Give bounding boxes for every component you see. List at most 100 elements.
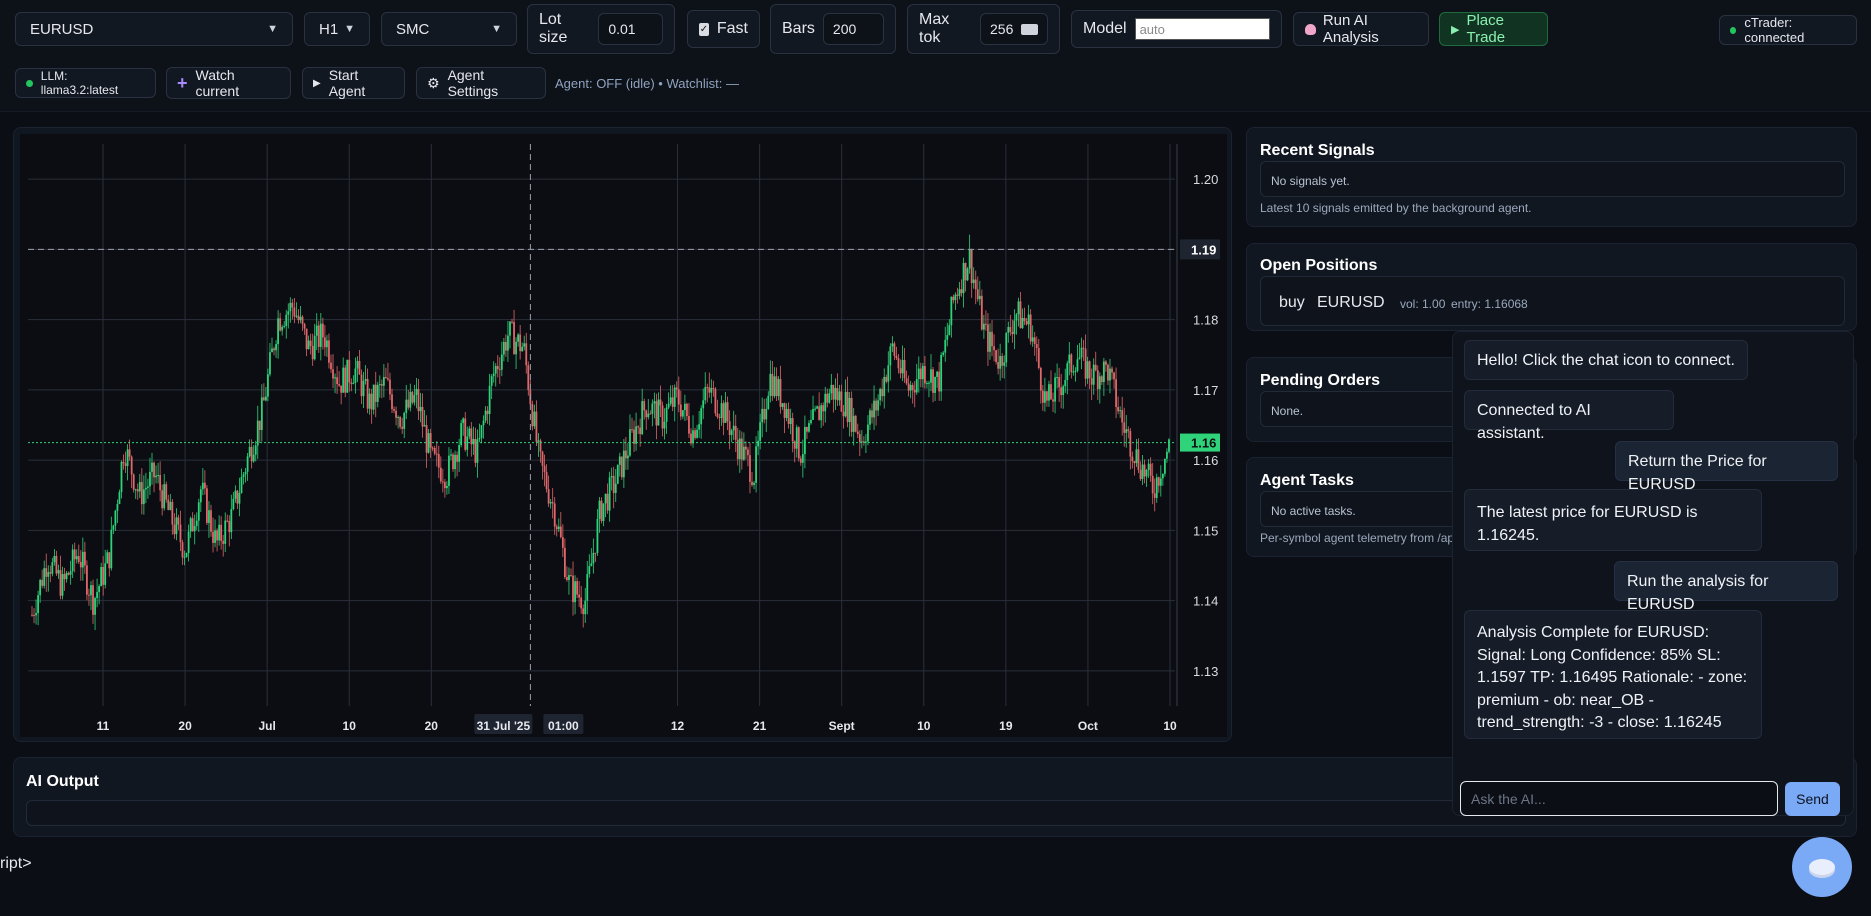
candle-body (1111, 368, 1113, 373)
x-tick-label: 20 (425, 719, 439, 733)
run-ai-analysis-button[interactable]: Run AI Analysis (1293, 12, 1429, 46)
start-agent-button[interactable]: ▶ Start Agent (302, 67, 405, 99)
model-input[interactable]: auto (1134, 18, 1270, 40)
candle-body (83, 551, 86, 566)
candle-body (769, 373, 772, 396)
candle-body (94, 598, 96, 615)
strategy-select[interactable]: SMC ▼ (381, 12, 517, 46)
candle-body (806, 427, 808, 432)
candle-body (110, 529, 113, 569)
agent-tasks-note: Per-symbol agent telemetry from /ap (1260, 531, 1455, 545)
candle-body (476, 439, 479, 463)
candle-body (358, 360, 361, 375)
candle-body (889, 346, 892, 366)
candle-body (389, 379, 391, 395)
candle-body (1017, 301, 1020, 315)
candle-body (747, 449, 749, 456)
candle-body (1119, 410, 1122, 412)
candle-body (968, 249, 971, 269)
candle-body (734, 425, 737, 440)
candle-body (879, 388, 882, 401)
watch-current-button[interactable]: + Watch current (166, 67, 291, 99)
candle-body (777, 379, 780, 397)
candle-body (645, 410, 648, 418)
candle-body (173, 524, 176, 535)
candle-body (191, 518, 194, 532)
candle-body (547, 489, 550, 504)
candle-body (1080, 347, 1083, 358)
chat-toggle-button[interactable] (1792, 837, 1852, 897)
position-row[interactable]: buy EURUSD vol: 1.00 entry: 1.16068 (1260, 276, 1845, 326)
signals-note: Latest 10 signals emitted by the backgro… (1260, 201, 1532, 215)
candle-body (720, 403, 723, 418)
place-trade-button[interactable]: ▶ Place Trade (1439, 12, 1548, 46)
candle-body (346, 359, 349, 393)
candle-body (311, 345, 314, 360)
candle-body (297, 315, 300, 321)
send-button[interactable]: Send (1785, 782, 1840, 816)
candle-body (759, 422, 762, 441)
candle-body (923, 366, 926, 384)
candle-body (409, 391, 412, 408)
candle-body (108, 552, 111, 569)
candle-body (206, 488, 208, 523)
fast-checkbox[interactable]: ✓ (699, 22, 709, 36)
candle-body (803, 427, 806, 455)
candle-body (570, 575, 572, 577)
lot-size-input[interactable]: 0.01 (598, 13, 663, 45)
place-trade-label: Place Trade (1466, 12, 1506, 46)
candle-body (474, 439, 477, 463)
max-tok-input[interactable]: 256 (980, 13, 1048, 45)
candle-body (877, 400, 880, 411)
candle-body (1145, 470, 1148, 477)
max-tok-group: Max tok 256 (907, 4, 1060, 54)
symbol-select[interactable]: EURUSD ▼ (15, 12, 293, 46)
price-chart[interactable]: 1.20 1.19 1.18 1.17 1.16 1.15 1.14 1.13 11 20 Jul 1… (20, 134, 1227, 737)
bars-input[interactable]: 200 (822, 13, 884, 45)
x-tick-label: 21 (753, 719, 767, 733)
candle-body (854, 415, 857, 432)
candle-body (905, 378, 908, 384)
candle-body (460, 423, 463, 446)
model-group: Model auto (1071, 10, 1282, 48)
candle-body (694, 430, 696, 438)
candle-body (724, 402, 727, 423)
candle-body (1147, 463, 1150, 471)
fast-label: Fast (716, 20, 748, 37)
candle-body (128, 449, 131, 457)
chat-message-assistant: The latest price for EURUSD is 1.16245. (1464, 489, 1762, 551)
candle-body (41, 579, 44, 586)
candle-body (966, 268, 969, 281)
recent-signals-title: Recent Signals (1260, 142, 1375, 159)
candle-body (1113, 372, 1115, 380)
candle-body (901, 359, 904, 374)
agent-settings-button[interactable]: ⚙ Agent Settings (416, 67, 546, 99)
candle-body (964, 262, 967, 281)
candle-body (500, 354, 503, 370)
candle-body (718, 416, 721, 418)
candle-body (602, 503, 605, 521)
candle-body (423, 425, 426, 427)
candle-body (490, 376, 493, 386)
candle-body (37, 595, 40, 614)
candle-body (185, 552, 188, 557)
candle-body (1135, 449, 1138, 464)
candle-body (1125, 429, 1128, 433)
candle-body (505, 341, 507, 351)
candle-body (419, 406, 422, 412)
x-tick-label: 20 (178, 719, 192, 733)
candle-body (1105, 361, 1107, 365)
candle-body (696, 429, 698, 438)
chat-input[interactable]: Ask the AI... (1460, 781, 1778, 816)
candle-body (136, 489, 139, 492)
candle-body (256, 420, 259, 446)
timeframe-select[interactable]: H1 ▼ (304, 12, 370, 46)
candle-body (149, 471, 151, 487)
candle-body (930, 369, 932, 383)
x-tick-label: 10 (343, 719, 357, 733)
candle-body (356, 360, 359, 369)
candle-body (952, 296, 955, 301)
x-tick-label: Sept (829, 719, 855, 733)
connection-status-badge: cTrader: connected (1719, 15, 1857, 45)
candle-body (702, 400, 705, 409)
